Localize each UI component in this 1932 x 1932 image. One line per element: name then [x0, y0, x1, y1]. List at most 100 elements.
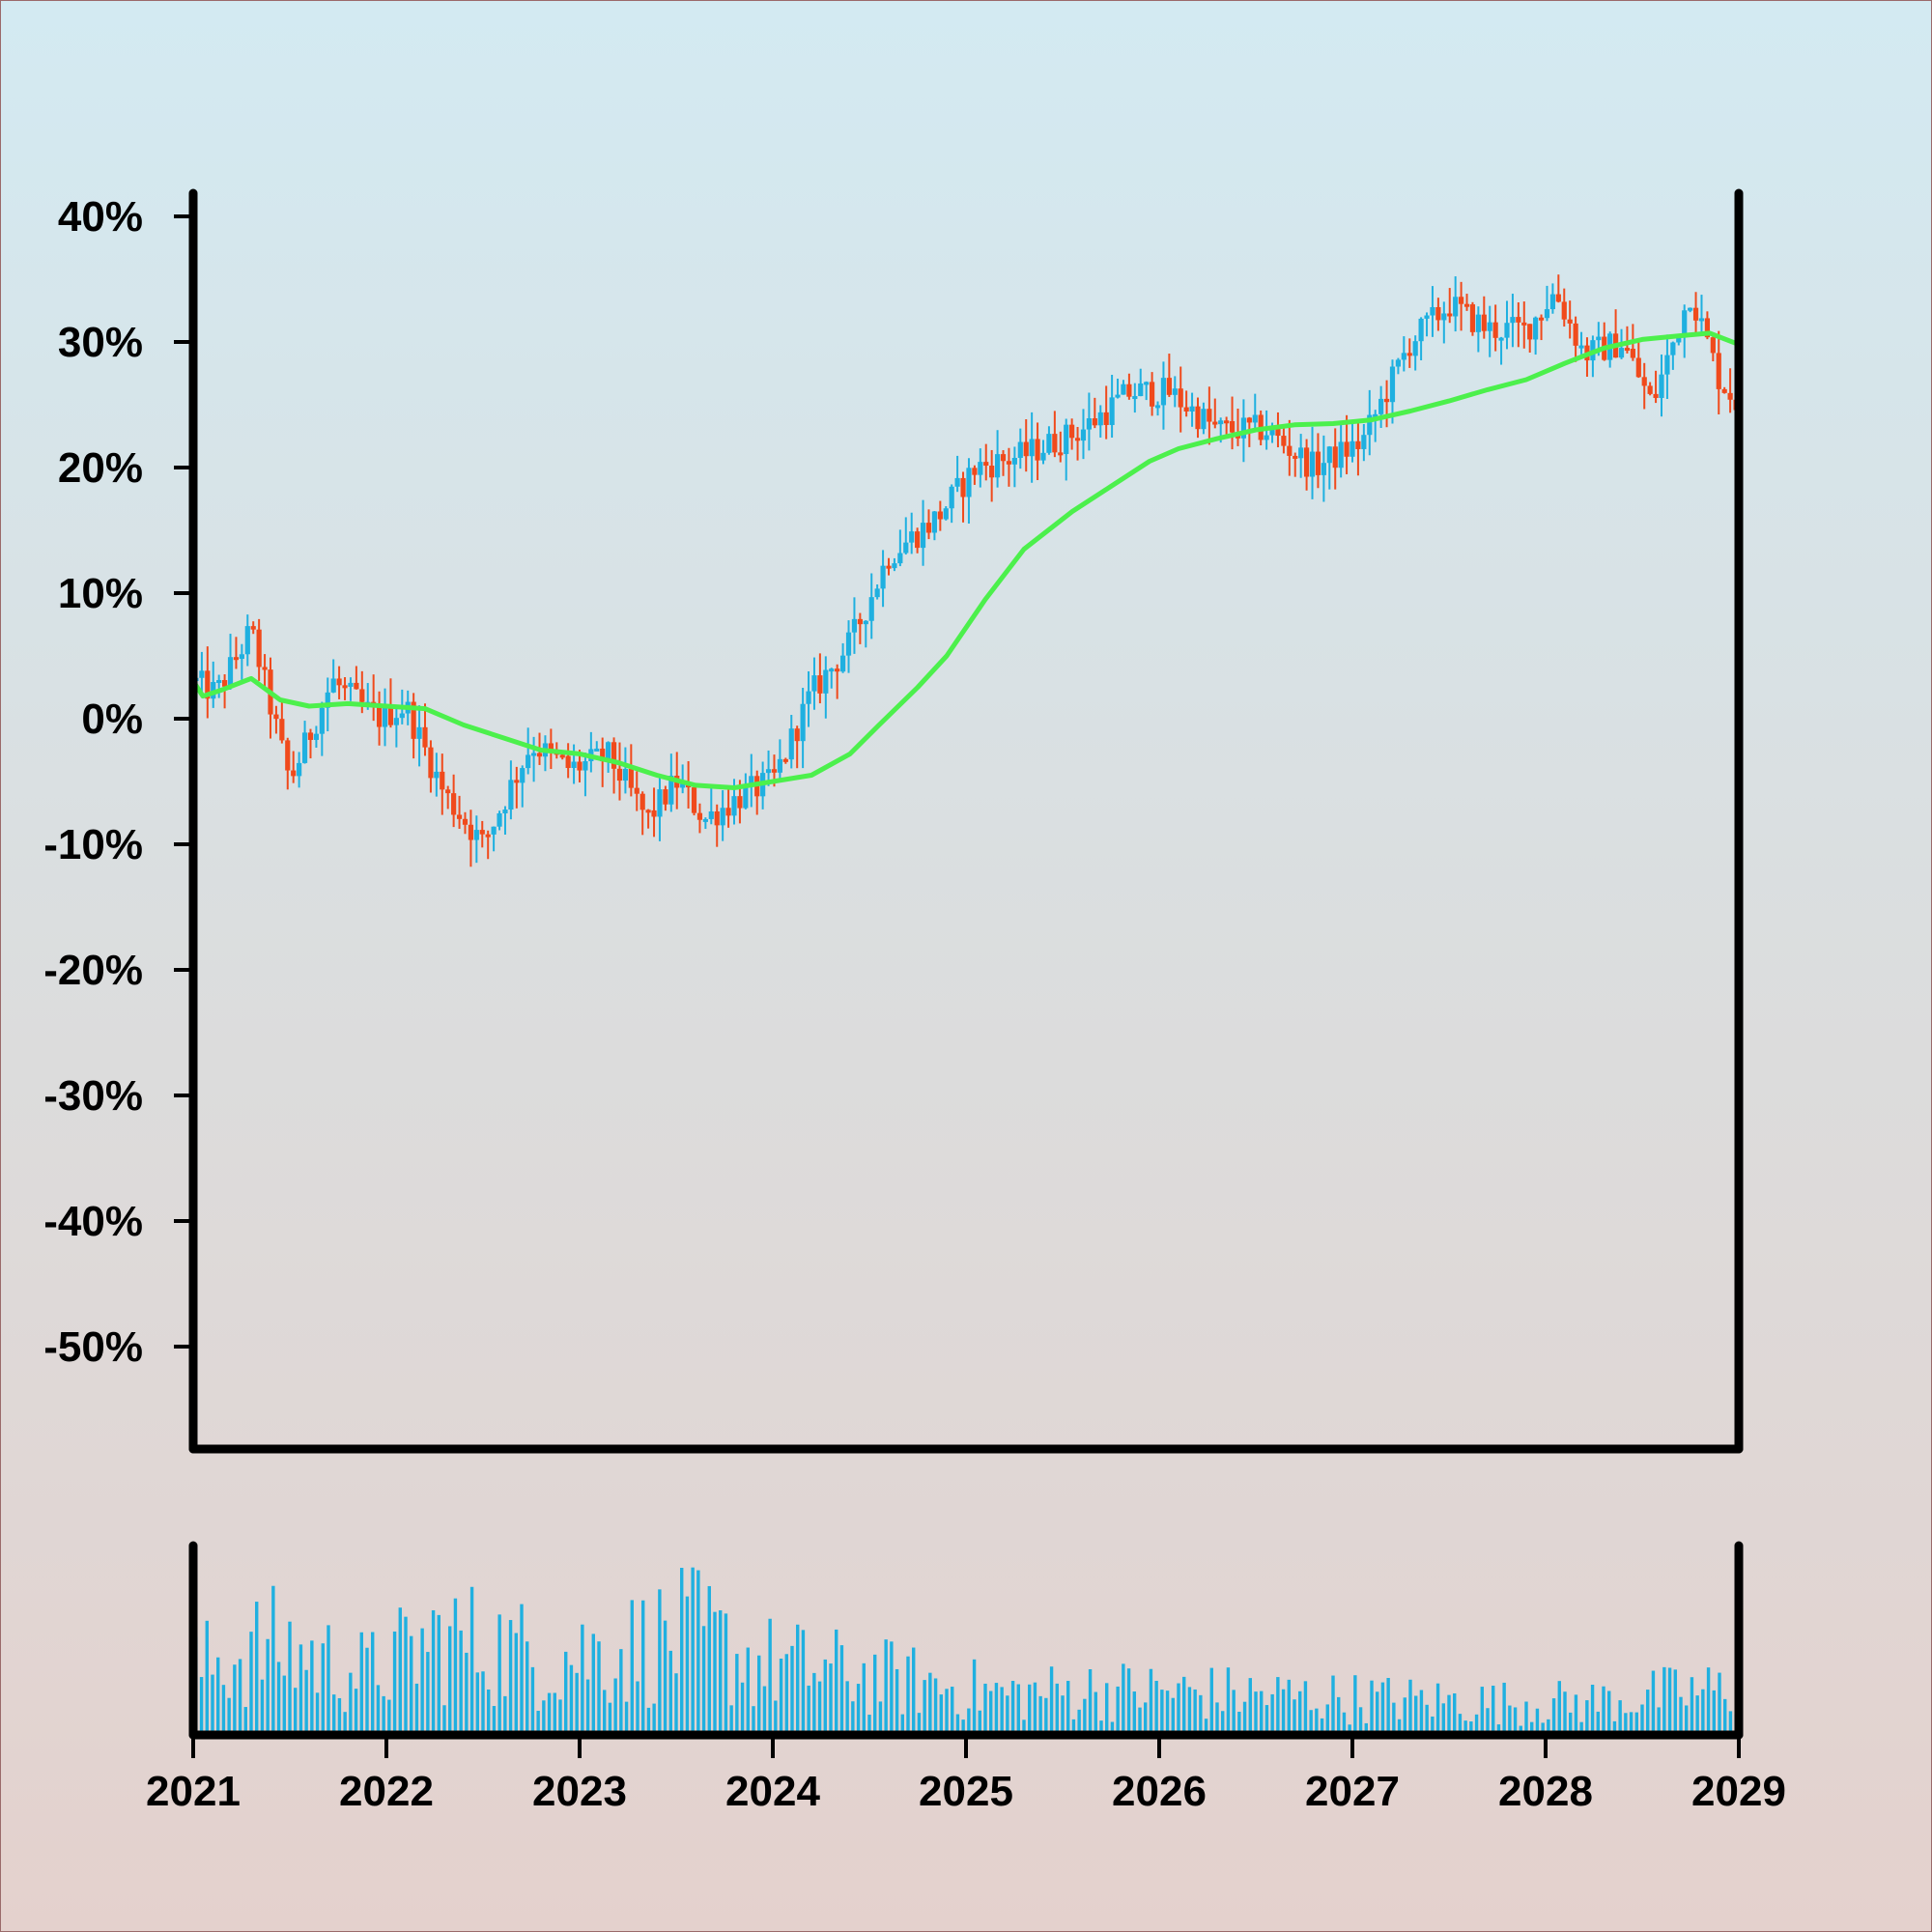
candle-body: [1596, 336, 1602, 341]
volume-bar: [442, 1705, 446, 1735]
x-axis-ticks: 2021 2022 2023 2024 2025 2026 2027 2028 2029: [146, 1735, 1786, 1815]
candle-body: [233, 657, 240, 661]
candle-body: [359, 689, 365, 702]
candle-body: [1160, 378, 1167, 406]
volume-bar: [1673, 1669, 1677, 1735]
volume-bar: [1569, 1712, 1573, 1735]
candle-body: [1172, 388, 1178, 395]
candle-body: [1069, 424, 1075, 439]
candle-body: [777, 758, 783, 773]
volume-bar: [895, 1668, 899, 1735]
candle-body: [897, 553, 903, 564]
volume-bar: [1634, 1712, 1638, 1735]
candle-body: [1166, 378, 1172, 395]
candle-body: [376, 707, 383, 727]
volume-bar: [249, 1632, 253, 1735]
volume-bar: [591, 1634, 595, 1735]
candle-body: [708, 811, 714, 819]
volume-bar: [1126, 1668, 1131, 1735]
candle-body: [1201, 409, 1207, 430]
volume-bar: [238, 1659, 242, 1735]
volume-bar: [1077, 1709, 1081, 1735]
volume-bar: [1695, 1695, 1699, 1735]
volume-bar: [1706, 1667, 1711, 1735]
candle-body: [788, 728, 794, 760]
candle-body: [1424, 315, 1430, 319]
candle-body: [1469, 304, 1476, 332]
volume-bar: [337, 1697, 342, 1735]
volume-bar: [1496, 1724, 1501, 1735]
candle-body: [1630, 349, 1635, 358]
candle-body: [1527, 324, 1533, 340]
volume-bar: [508, 1620, 513, 1735]
volume-bar: [371, 1632, 375, 1735]
candle-body: [1052, 434, 1058, 453]
candle-body: [1298, 447, 1304, 459]
candle-body: [1154, 405, 1161, 409]
volume-bar: [453, 1598, 458, 1735]
candle-body: [903, 542, 909, 554]
volume-bar: [668, 1650, 672, 1735]
candle-body: [502, 810, 508, 813]
volume-bar: [266, 1638, 270, 1735]
y-axis-ticks: 40% 30% 20% 10% 0% -10% -20% -30% -40% -50%: [43, 193, 193, 1371]
volume-bar: [1441, 1703, 1445, 1735]
moving-average-line: [190, 330, 1742, 790]
volume-bar: [701, 1626, 706, 1735]
volume-bar: [790, 1645, 794, 1735]
volume-bar: [492, 1706, 497, 1735]
volume-bar: [1016, 1684, 1020, 1735]
candle-body: [1447, 313, 1453, 317]
candle-body: [1549, 294, 1556, 310]
candle-body: [949, 486, 954, 509]
candle-body: [1659, 374, 1664, 398]
volume-bar: [581, 1624, 584, 1735]
candle-body: [497, 812, 502, 827]
volume-bar: [404, 1616, 408, 1735]
volume-bar: [365, 1647, 369, 1735]
volume-bar: [387, 1699, 391, 1735]
candle-body: [1126, 384, 1132, 397]
volume-bar: [481, 1671, 485, 1735]
volume-bar: [558, 1699, 562, 1735]
volume-bar: [426, 1652, 430, 1735]
volume-bar: [1585, 1700, 1589, 1735]
volume-bar: [1138, 1707, 1142, 1735]
volume-bar: [597, 1641, 601, 1735]
volume-bar: [585, 1679, 590, 1735]
volume-bar: [575, 1672, 579, 1735]
candle-body: [909, 531, 915, 543]
volume-bar: [276, 1662, 281, 1735]
candle-body: [839, 655, 846, 672]
candle-body: [530, 753, 537, 756]
x-tick-label: 2021: [146, 1768, 241, 1815]
candle-body: [1309, 451, 1316, 477]
volume-bar: [1718, 1672, 1721, 1735]
volume-bar: [735, 1654, 739, 1735]
candle-body: [1138, 383, 1144, 397]
volume-bar: [967, 1708, 971, 1735]
volume-bar: [298, 1644, 303, 1735]
candle-body: [1189, 406, 1195, 412]
candle-body: [1670, 342, 1676, 355]
volume-bar: [762, 1686, 767, 1735]
volume-bar: [1006, 1695, 1009, 1735]
volume-bar: [713, 1611, 717, 1735]
candle-body: [336, 678, 342, 686]
volume-bar: [923, 1680, 926, 1735]
candle-body: [1721, 388, 1727, 393]
volume-bar: [354, 1689, 358, 1735]
candle-body: [1521, 322, 1527, 326]
candle-body: [1641, 377, 1647, 386]
candle-body: [1692, 307, 1699, 321]
volume-bar: [1612, 1720, 1617, 1735]
volume-bar: [884, 1639, 888, 1735]
volume-bar: [624, 1701, 629, 1735]
volume-bar: [315, 1692, 320, 1735]
candle-body: [829, 668, 835, 672]
candle-body: [857, 618, 863, 625]
volume-bar: [1651, 1670, 1656, 1735]
volume-bar: [243, 1707, 247, 1735]
volume-bar: [823, 1659, 827, 1735]
volume-bar: [1144, 1702, 1148, 1735]
